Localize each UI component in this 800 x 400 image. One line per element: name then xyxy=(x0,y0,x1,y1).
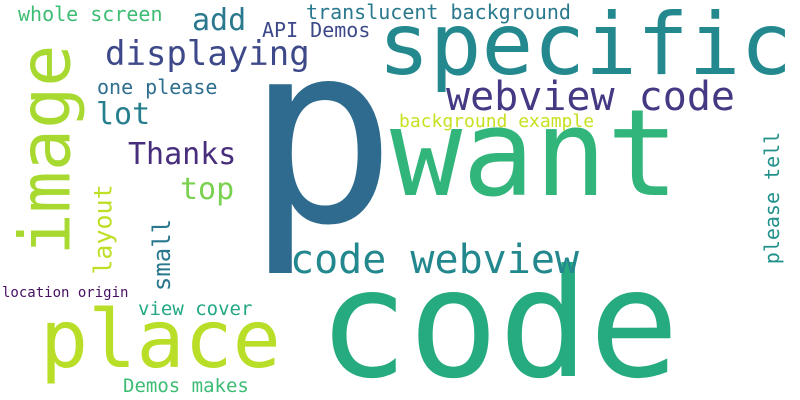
word-image: image xyxy=(3,44,86,256)
word-one-please: one please xyxy=(97,75,218,99)
word-demos-makes: Demos makes xyxy=(123,375,249,397)
word-p: p xyxy=(246,0,397,280)
word-webview-code: webview code xyxy=(446,74,735,120)
word-view-cover: view cover xyxy=(138,298,253,320)
word-add: add xyxy=(192,3,247,38)
word-want: want xyxy=(390,85,679,224)
word-api-demos: API Demos xyxy=(262,18,371,42)
word-small: small xyxy=(148,218,177,292)
word-code-webview: code webview xyxy=(290,237,579,283)
word-code: code xyxy=(318,238,680,400)
word-lot: lot xyxy=(96,97,151,132)
word-layout: layout xyxy=(88,183,118,275)
word-location-origin: location origin xyxy=(2,285,129,301)
word-translucent-background: translucent background xyxy=(306,0,571,24)
word-top: top xyxy=(180,172,235,207)
word-specific: specific xyxy=(378,0,793,95)
word-please-tell: please tell xyxy=(760,131,785,265)
word-displaying: displaying xyxy=(105,34,310,74)
word-whole-screen: whole screen xyxy=(18,2,163,26)
word-thanks: Thanks xyxy=(128,137,237,172)
word-background-example: background example xyxy=(399,111,595,132)
word-place: place xyxy=(40,293,281,386)
